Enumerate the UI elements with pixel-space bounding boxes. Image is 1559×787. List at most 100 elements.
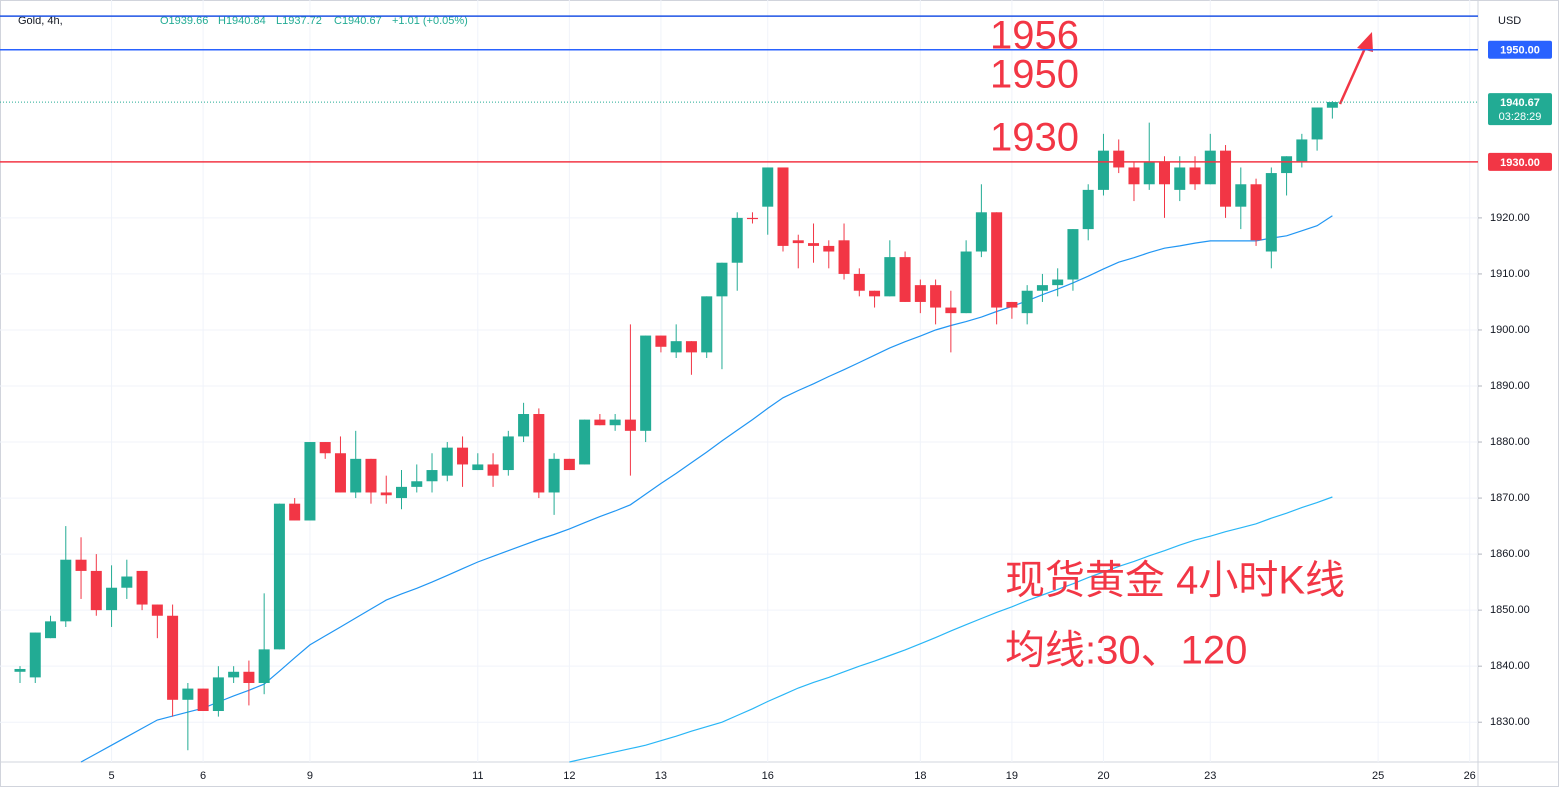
candle-body xyxy=(380,492,392,496)
candle-body xyxy=(90,570,102,611)
ohlc-open: O1939.66 xyxy=(160,15,208,27)
candle-body xyxy=(457,447,469,465)
candle-body xyxy=(258,649,270,683)
candle-body xyxy=(45,621,57,639)
candle-body xyxy=(1220,150,1232,207)
x-tick-label: 16 xyxy=(762,770,774,782)
candle-body xyxy=(334,453,346,493)
candle-body xyxy=(1235,184,1247,207)
x-tick-label: 25 xyxy=(1372,770,1384,782)
candle-body xyxy=(594,419,606,426)
y-tick-label: 1870.00 xyxy=(1490,492,1530,504)
candle-body xyxy=(1082,189,1094,230)
candle-body xyxy=(869,290,881,297)
candle-body xyxy=(289,503,301,521)
candle-body xyxy=(1204,150,1216,185)
grid xyxy=(0,0,1478,762)
candle-body xyxy=(273,503,285,650)
candle-body xyxy=(1143,161,1155,185)
candle-body xyxy=(975,212,987,252)
level-label-box xyxy=(1488,152,1552,171)
candle-body xyxy=(685,341,697,353)
y-tick-label: 1860.00 xyxy=(1490,548,1530,560)
symbol: Gold, 4h, xyxy=(18,15,63,27)
last-price-box xyxy=(1488,93,1552,126)
candle-body xyxy=(365,458,377,493)
candle-body xyxy=(396,486,407,499)
candle-body xyxy=(853,273,865,291)
candle-body xyxy=(823,245,835,252)
candle-body xyxy=(579,419,591,465)
ohlc-low: L1937.72 xyxy=(276,15,322,27)
x-tick-label: 20 xyxy=(1097,770,1109,782)
x-tick-label: 19 xyxy=(1006,770,1018,782)
candle-body xyxy=(212,677,224,712)
candle-body xyxy=(1067,229,1079,280)
plot xyxy=(14,101,1338,763)
candle-body xyxy=(319,442,331,454)
ohlc-close: C1940.67 xyxy=(334,15,382,27)
candle-body xyxy=(472,464,484,471)
candle-body xyxy=(29,632,41,678)
candle-body xyxy=(1326,102,1338,108)
candle-body xyxy=(1296,139,1308,162)
candle-body xyxy=(1021,290,1033,314)
candle-body xyxy=(991,212,1003,308)
ohlc-high: H1940.84 xyxy=(218,15,266,27)
candle-body xyxy=(1097,150,1109,190)
candle-body xyxy=(121,576,133,588)
candle-body xyxy=(426,470,438,482)
y-tick-label: 1910.00 xyxy=(1490,268,1530,280)
candle-body xyxy=(1174,167,1186,190)
candle-body xyxy=(151,604,163,616)
candle-body xyxy=(502,436,514,471)
candle-body xyxy=(167,615,179,700)
candle-body xyxy=(914,285,926,302)
level-label: 1950.00 xyxy=(1500,45,1540,57)
annotation: 均线:30、120 xyxy=(1005,629,1247,673)
candle-body xyxy=(106,587,118,611)
candle-body xyxy=(792,240,804,244)
annotation: 1956 xyxy=(990,14,1079,58)
y-tick-label: 1830.00 xyxy=(1490,716,1530,728)
candle-body xyxy=(930,285,942,308)
candle-body xyxy=(701,296,713,353)
candle-body xyxy=(197,688,209,712)
candle-body xyxy=(533,414,545,493)
annotation: 1950 xyxy=(990,53,1079,97)
candle-body xyxy=(1189,167,1201,185)
x-tick-label: 23 xyxy=(1204,770,1216,782)
candle-body xyxy=(182,688,194,700)
y-tick-label: 1880.00 xyxy=(1490,436,1530,448)
candle-body xyxy=(136,570,148,605)
candle-body xyxy=(777,167,789,246)
currency: USD xyxy=(1498,15,1521,27)
candle-body xyxy=(808,243,820,246)
x-tick-label: 26 xyxy=(1464,770,1476,782)
candle-body xyxy=(1265,173,1277,252)
candle-body xyxy=(655,335,667,347)
candle-body xyxy=(960,251,972,314)
candle-body xyxy=(899,257,911,302)
x-tick-label: 6 xyxy=(200,770,206,782)
candle-body xyxy=(548,458,560,493)
x-tick-label: 11 xyxy=(472,770,483,782)
moving-average xyxy=(80,215,1333,763)
x-tick-label: 12 xyxy=(563,770,575,782)
x-tick-label: 13 xyxy=(655,770,667,782)
candle-body xyxy=(640,335,652,431)
candle-body xyxy=(1250,184,1262,241)
candle-body xyxy=(441,447,453,476)
candle-body xyxy=(670,341,682,353)
candle-body xyxy=(609,419,621,426)
candle-body xyxy=(716,262,728,297)
countdown-label: 03:28:29 xyxy=(1499,111,1542,123)
candle-body xyxy=(945,307,957,314)
candle-body xyxy=(838,240,850,274)
annotation: 1930 xyxy=(990,116,1079,160)
annotation: 现货黄金 4小时K线 xyxy=(1005,559,1345,603)
candle-body xyxy=(746,217,758,220)
candle-body xyxy=(1281,156,1293,174)
